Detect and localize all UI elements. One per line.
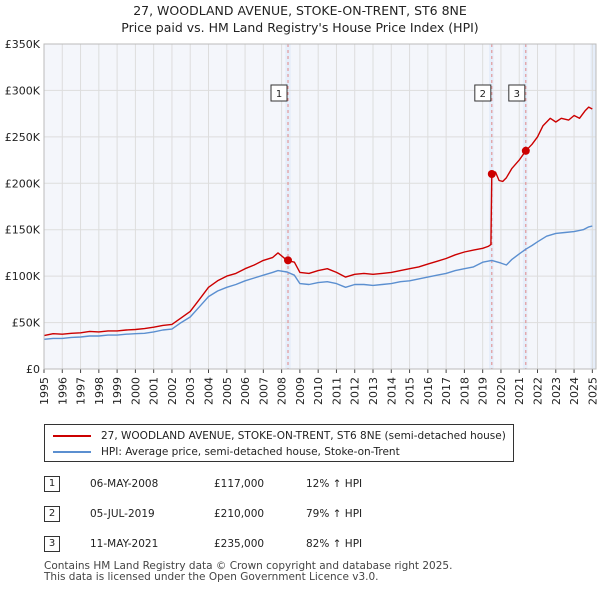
y-tick-label: £50K (12, 317, 41, 330)
chart-title: 27, WOODLAND AVENUE, STOKE-ON-TRENT, ST6… (0, 2, 600, 36)
y-tick-label: £250K (5, 131, 41, 144)
sale-hpi-change: 12% ↑ HPI (306, 478, 363, 490)
x-tick-label: 2025 (586, 377, 599, 405)
x-tick-label: 2014 (385, 377, 398, 405)
sale-price: £235,000 (214, 538, 265, 550)
legend-swatch-property (53, 435, 91, 437)
plot-frame (43, 43, 597, 370)
x-tick-label: 2008 (276, 377, 289, 405)
sale-marker-box: 2 (44, 506, 60, 522)
sale-row: 1 06-MAY-2008 £117,000 12% ↑ HPI (44, 474, 564, 494)
x-tick-label: 2020 (495, 377, 508, 405)
x-tick-label: 1996 (56, 377, 69, 405)
sale-label-text: 2 (480, 89, 486, 100)
sale-date: 05-JUL-2019 (90, 508, 155, 520)
sale-row: 3 11-MAY-2021 £235,000 82% ↑ HPI (44, 534, 564, 554)
sale-label-frame (508, 84, 526, 102)
x-tick-label: 1995 (38, 377, 51, 405)
x-tick-label: 2012 (349, 377, 362, 405)
sale-label-box: 1 (270, 84, 288, 102)
x-tick-label: 2010 (312, 377, 325, 405)
hpi-series-line (43, 225, 593, 340)
sale-row: 2 05-JUL-2019 £210,000 79% ↑ HPI (44, 504, 564, 524)
y-tick-label: £300K (5, 84, 41, 97)
sale-point (284, 256, 293, 265)
legend-label-property: 27, WOODLAND AVENUE, STOKE-ON-TRENT, ST6… (101, 430, 506, 442)
sale-label-frame (270, 84, 288, 102)
highlight-band (522, 44, 528, 369)
footer-line-1: Contains HM Land Registry data © Crown c… (44, 560, 453, 572)
sale-marker-box: 3 (44, 536, 60, 552)
x-tick-label: 1998 (93, 377, 106, 405)
legend-item-property: 27, WOODLAND AVENUE, STOKE-ON-TRENT, ST6… (53, 428, 506, 444)
plot-area (44, 44, 596, 369)
sale-point (521, 146, 530, 155)
price-chart: £0 £50K £100K £150K £200K £250K £300K £350K 1995… (5, 38, 600, 405)
x-tick-label: 2023 (550, 377, 563, 405)
sale-hpi-change: 79% ↑ HPI (306, 508, 363, 520)
x-tick-label: 2002 (166, 377, 179, 405)
y-tick-label: £200K (5, 177, 41, 190)
x-tick-label: 2000 (129, 377, 142, 405)
sale-point (487, 170, 496, 178)
sale-date: 11-MAY-2021 (90, 538, 159, 550)
x-tick-label: 2003 (184, 377, 197, 405)
x-tick-label: 2011 (330, 377, 343, 405)
x-tick-label: 2006 (239, 377, 252, 405)
x-tick-label: 2018 (458, 377, 471, 405)
sale-label-frame (474, 84, 492, 102)
sale-hpi-change: 82% ↑ HPI (306, 538, 363, 550)
x-tick-label: 2007 (257, 377, 270, 405)
x-tick-label: 2005 (221, 377, 234, 405)
y-tick-label: £100K (5, 270, 41, 283)
footer: Contains HM Land Registry data © Crown c… (44, 561, 452, 583)
x-tick-label: 2024 (568, 377, 581, 405)
sale-label-text: 3 (514, 89, 520, 100)
x-tick-label: 2009 (294, 377, 307, 405)
highlight-band (590, 44, 596, 369)
sale-marker-box: 1 (44, 476, 60, 492)
y-tick-label: £150K (5, 224, 41, 237)
sale-price: £210,000 (214, 508, 265, 520)
legend-swatch-hpi (53, 451, 91, 453)
legend-item-hpi: HPI: Average price, semi-detached house,… (53, 444, 400, 460)
x-tick-label: 2013 (367, 377, 380, 405)
x-tick-label: 2004 (203, 377, 216, 405)
y-tick-label: £350K (5, 38, 41, 51)
sale-price: £117,000 (214, 478, 265, 490)
x-tick-label: 1999 (111, 377, 124, 405)
footer-line-2: This data is licensed under the Open Gov… (44, 571, 379, 583)
x-tick-label: 1997 (75, 377, 88, 405)
x-tick-label: 2001 (148, 377, 161, 405)
sale-label-box: 3 (508, 84, 526, 102)
title-line-2: Price paid vs. HM Land Registry's House … (121, 20, 479, 35)
x-tick-label: 2015 (404, 377, 417, 405)
sale-date: 06-MAY-2008 (90, 478, 159, 490)
x-tick-label: 2017 (440, 377, 453, 405)
sale-label-box: 2 (474, 84, 492, 102)
y-tick-label: £0 (26, 363, 40, 376)
legend-label-hpi: HPI: Average price, semi-detached house,… (101, 446, 400, 458)
sale-label-text: 1 (276, 89, 282, 100)
legend: 27, WOODLAND AVENUE, STOKE-ON-TRENT, ST6… (44, 424, 514, 462)
x-tick-label: 2019 (477, 377, 490, 405)
x-tick-label: 2021 (513, 377, 526, 405)
x-tick-label: 2016 (422, 377, 435, 405)
title-line-1: 27, WOODLAND AVENUE, STOKE-ON-TRENT, ST6… (133, 3, 467, 18)
x-tick-label: 2022 (532, 377, 545, 405)
